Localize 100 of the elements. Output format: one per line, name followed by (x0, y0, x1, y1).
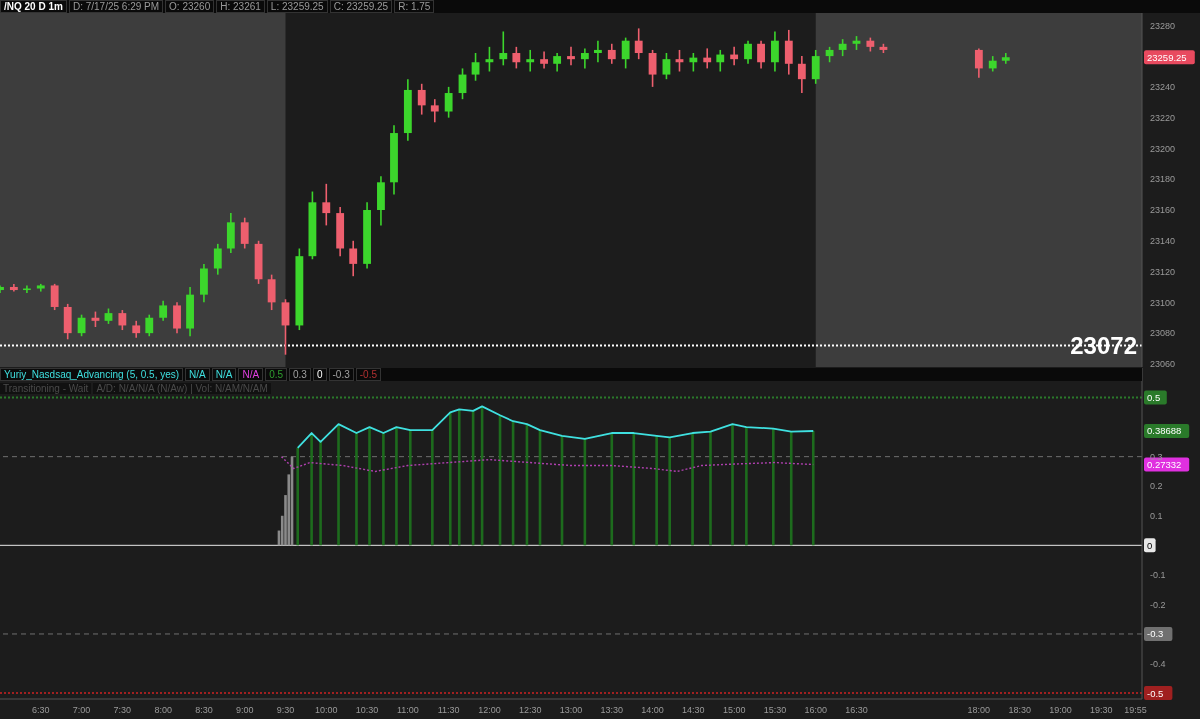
candlestick (771, 30, 779, 73)
bar (319, 441, 322, 546)
bar (355, 433, 358, 546)
text: 0.38688 (1147, 425, 1182, 437)
candlestick (757, 39, 765, 70)
x-tick-label: 15:30 (763, 705, 787, 716)
y-tick-label: -0.4 (1150, 658, 1166, 669)
candlestick (145, 313, 154, 338)
bar (382, 433, 385, 546)
annotation: N/A (238, 368, 264, 381)
candlestick (634, 27, 643, 60)
x-tick-label: 13:00 (559, 705, 583, 716)
x-tick-label: 16:00 (804, 705, 827, 716)
annotation: 0 (312, 368, 327, 381)
candlestick (744, 39, 752, 65)
annotation: N/A (211, 368, 237, 381)
x-tick-label: 12:00 (478, 705, 501, 716)
y-tick-label: 23100 (1150, 297, 1176, 308)
bar (457, 409, 461, 546)
bar (771, 428, 775, 546)
x-tick-label: 9:00 (235, 705, 254, 716)
y-tick-label: 23160 (1150, 205, 1176, 216)
y-tick-label: -0.2 (1150, 599, 1166, 610)
x-tick-label: 15:00 (722, 705, 746, 716)
x-tick-label: 14:30 (682, 705, 705, 716)
bar (745, 427, 748, 546)
y-tick-label: 23120 (1150, 266, 1176, 277)
bar (395, 427, 398, 546)
x-tick-label: 10:00 (315, 705, 338, 716)
bar (668, 437, 672, 546)
candlestick (716, 49, 725, 73)
x-tick-label: 11:30 (437, 705, 460, 716)
bar (448, 412, 452, 546)
text: /NQ 20 D 1m (0, 0, 67, 13)
y-tick-label: 23220 (1150, 112, 1176, 123)
annotation: -0.3 (328, 368, 354, 381)
candlestick (349, 239, 358, 277)
y-tick-label: 23140 (1150, 235, 1176, 246)
candlestick (648, 49, 657, 88)
text: D: 7/17/25 6:29 PM (68, 0, 164, 13)
x-tick-label: 11:00 (396, 705, 419, 716)
x-tick-label: 16:30 (845, 705, 868, 716)
bar (789, 431, 793, 546)
x-tick-label: 12:30 (518, 705, 542, 716)
bar (409, 430, 412, 546)
annotation: N/A (185, 368, 210, 381)
annotation: Yuriy_Nasdsaq_Advancing (5, 0.5, yes) (0, 368, 184, 381)
x-tick-label: 7:30 (113, 705, 132, 716)
ref-line-label: 23072 (1070, 331, 1137, 359)
line-series (280, 455, 814, 473)
bar (337, 424, 340, 546)
candlestick (607, 42, 616, 65)
bar (691, 433, 694, 546)
line-series (296, 405, 815, 449)
candlestick (526, 49, 535, 73)
candlestick (784, 29, 793, 76)
text: L: 23259.25 (266, 0, 328, 13)
bar (368, 427, 371, 546)
candlestick (662, 52, 671, 80)
x-tick-label: 10:30 (355, 705, 379, 716)
ref-line-label: 0.5 (1147, 392, 1161, 404)
x-tick-label: 14:00 (641, 705, 664, 716)
x-tick-label: 7:00 (72, 705, 91, 716)
x-tick-label: 8:30 (195, 705, 213, 716)
candlestick (50, 283, 59, 311)
candlestick (797, 55, 806, 94)
y-tick-label: -0.1 (1150, 570, 1166, 581)
bar (310, 433, 313, 546)
candlestick (553, 52, 562, 73)
bar (811, 430, 815, 546)
candlestick (118, 309, 127, 331)
y-tick-label: 23240 (1150, 82, 1176, 93)
ref-line-label: 0 (1147, 539, 1153, 551)
x-tick-label: 19:55 (1124, 705, 1147, 716)
ref-line-label: -0.3 (1147, 628, 1164, 640)
bar (610, 433, 614, 546)
x-tick-label: 8:00 (154, 705, 172, 716)
y-tick-label: 23080 (1150, 328, 1176, 339)
x-tick-label: 13:30 (600, 705, 624, 716)
text: C: 23259.25 (329, 0, 393, 13)
x-tick-label: 19:30 (1089, 705, 1113, 716)
x-tick-label: 18:30 (1008, 705, 1031, 716)
bar (731, 424, 734, 546)
text: O: 23260 (165, 0, 215, 13)
candlestick (173, 301, 181, 334)
candlestick (974, 47, 983, 79)
x-tick-label: 9:30 (276, 705, 295, 716)
candlestick (213, 243, 222, 276)
candlestick (621, 36, 630, 70)
annotation: 0.3 (289, 368, 311, 381)
bar (709, 431, 712, 546)
x-tick-label: 18:00 (967, 705, 991, 716)
x-tick-label: 6:30 (32, 705, 50, 716)
y-tick-label: 23180 (1150, 174, 1176, 185)
candlestick (322, 183, 331, 227)
text: R: 1.75 (394, 0, 435, 13)
candlestick (159, 300, 168, 322)
y-tick-label: 0.3 (1150, 451, 1163, 462)
annotation: 0.5 (265, 368, 288, 381)
candlestick (417, 83, 426, 116)
